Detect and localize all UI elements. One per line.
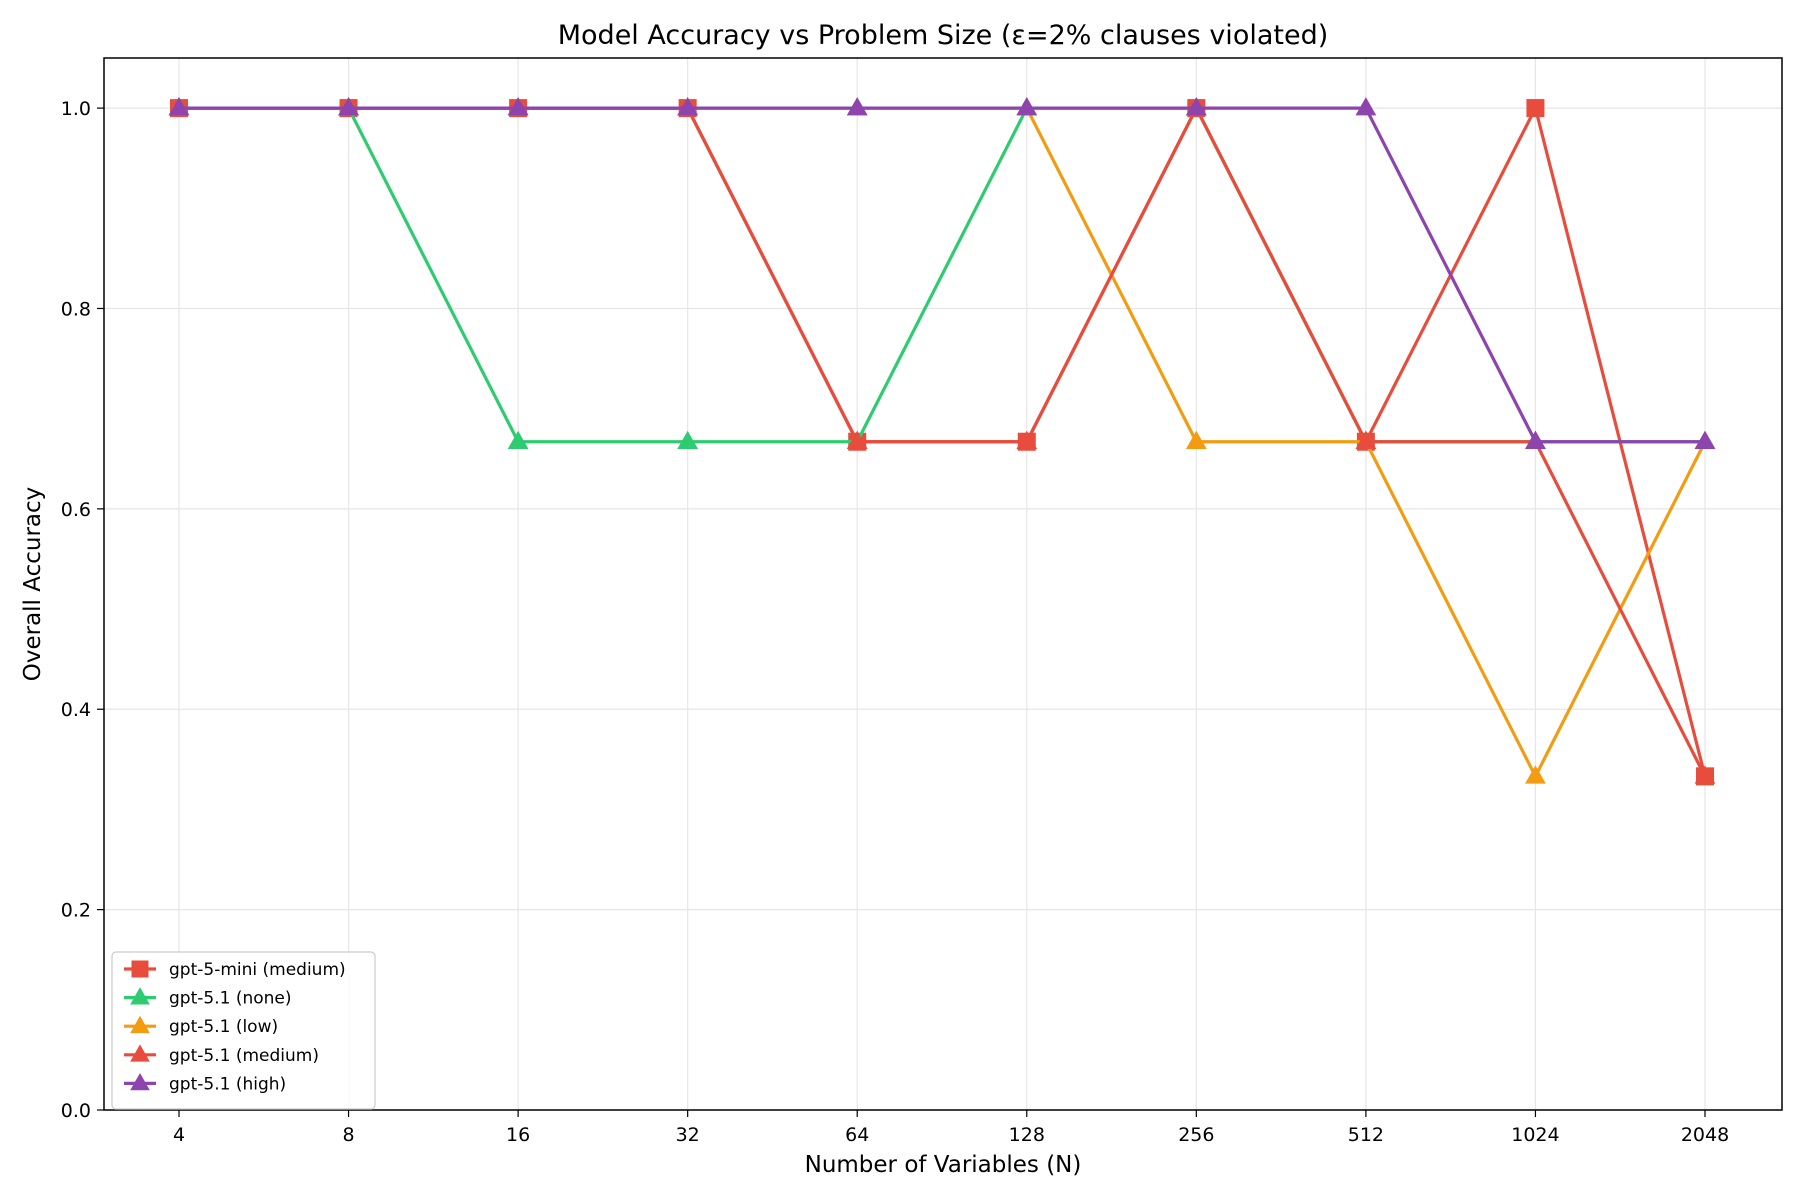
legend-marker: [130, 987, 150, 1005]
legend-label: gpt-5.1 (high): [169, 1074, 286, 1094]
data-point: [1016, 97, 1038, 116]
y-tick-label: 0.2: [61, 900, 91, 922]
legend-item: gpt-5-mini (medium): [124, 960, 346, 980]
x-tick-label: 32: [676, 1124, 700, 1146]
y-tick-label: 0.4: [61, 699, 91, 721]
y-tick-label: 0.8: [61, 298, 91, 320]
legend-marker: [130, 1044, 150, 1062]
data-point: [677, 430, 699, 450]
data-point: [1525, 765, 1546, 784]
plot-area: [103, 57, 1783, 1111]
x-tick-label: 128: [1009, 1124, 1045, 1146]
series-line: [177, 106, 1707, 444]
legend-marker: [130, 1072, 150, 1091]
legend-item: gpt-5.1 (none): [124, 987, 292, 1009]
y-tick-label: 0.6: [61, 499, 91, 521]
x-tick-label: 512: [1348, 1124, 1384, 1146]
x-axis-label: Number of Variables (N): [805, 1152, 1082, 1178]
series-line: [177, 106, 1707, 778]
legend-label: gpt-5.1 (low): [169, 1017, 278, 1037]
data-point: [1694, 765, 1716, 784]
data-point: [1355, 97, 1377, 116]
y-tick-label: 0.0: [61, 1100, 91, 1122]
data-point: [168, 97, 190, 116]
data-point: [338, 97, 359, 116]
series-gpt-5.1 (high): [168, 97, 1716, 450]
data-point: [1694, 430, 1716, 450]
x-tick-label: 64: [845, 1124, 869, 1146]
x-tick-label: 1024: [1511, 1124, 1559, 1146]
series-line: [177, 106, 1707, 444]
y-axis-label: Overall Accuracy: [20, 487, 46, 682]
x-tick-label: 2048: [1681, 1124, 1729, 1146]
data-point: [677, 97, 699, 116]
legend-item: gpt-5.1 (high): [124, 1072, 286, 1094]
legend: gpt-5-mini (medium) gpt-5.1 (none) gpt-5.1…: [111, 951, 376, 1110]
data-point: [1185, 97, 1207, 116]
data-point: [1355, 430, 1377, 450]
series-layer: [168, 97, 1716, 786]
chart-title: Model Accuracy vs Problem Size (ε=2% cla…: [558, 20, 1329, 51]
x-tick-label: 8: [343, 1124, 355, 1146]
data-point: [846, 430, 868, 450]
legend-label: gpt-5-mini (medium): [169, 960, 346, 980]
legend-marker: [131, 960, 149, 978]
legend-item: gpt-5.1 (low): [124, 1015, 278, 1037]
legend-item: gpt-5.1 (medium): [124, 1044, 319, 1066]
series-gpt-5.1 (none): [168, 97, 1716, 450]
data-point: [1185, 430, 1207, 450]
data-point: [507, 97, 529, 116]
data-point: [1526, 99, 1545, 118]
data-point: [846, 97, 868, 116]
legend-marker: [130, 1015, 150, 1034]
data-point: [1016, 430, 1038, 450]
x-tick-label: 4: [173, 1124, 185, 1146]
legend-label: gpt-5.1 (medium): [169, 1046, 319, 1066]
data-point: [507, 430, 529, 450]
legend-box: [111, 951, 376, 1110]
data-point: [1525, 430, 1546, 450]
legend-label: gpt-5.1 (none): [169, 989, 292, 1009]
x-tick-label: 16: [506, 1124, 530, 1146]
series-gpt-5.1 (medium): [168, 97, 1716, 784]
x-tick-label: 256: [1178, 1124, 1214, 1146]
y-tick-label: 1.0: [61, 98, 91, 120]
axis-ticks: 4 8 16 32 64 128 256 512 1024 2048 0.0 0.2 0.4 0.6 0.8…: [61, 98, 1729, 1146]
